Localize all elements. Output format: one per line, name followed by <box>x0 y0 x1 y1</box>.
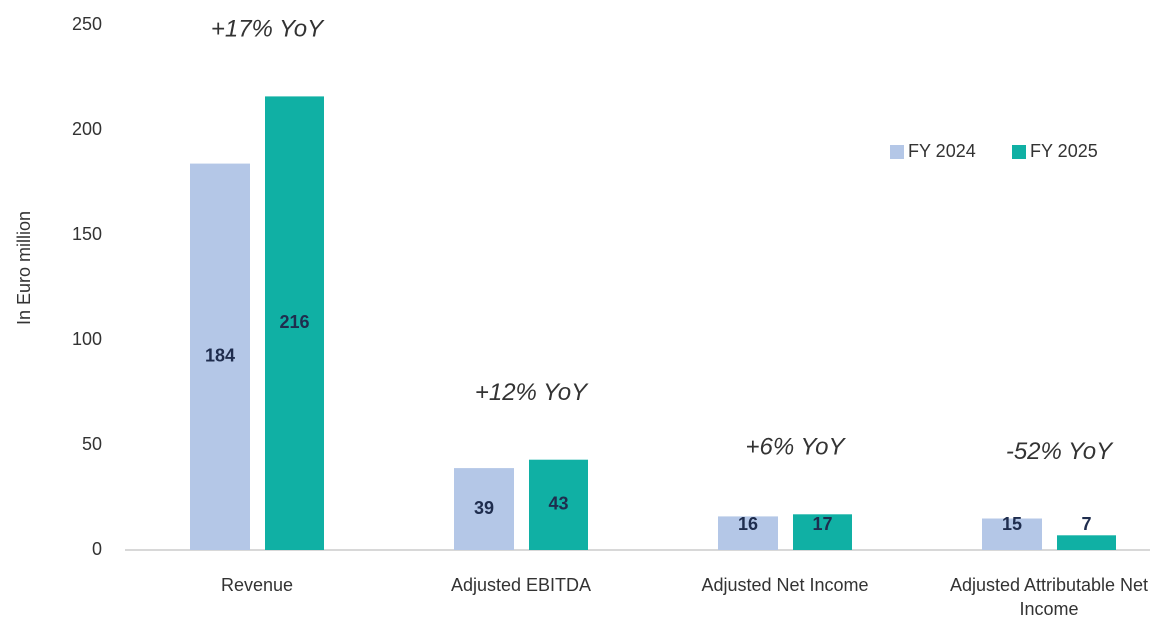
legend-label: FY 2025 <box>1030 141 1098 161</box>
bar <box>793 514 852 550</box>
data-label: 7 <box>1081 514 1091 534</box>
bar <box>1057 535 1116 550</box>
x-tick-label: Adjusted Net Income <box>701 575 869 595</box>
legend-label: FY 2024 <box>908 141 976 161</box>
x-tick-label: Adjusted Attributable Net Income <box>949 575 1149 619</box>
legend-swatch <box>890 145 904 159</box>
data-label: 216 <box>279 312 309 332</box>
bar <box>718 516 778 550</box>
bar <box>265 96 324 551</box>
y-tick-label: 100 <box>72 329 102 349</box>
data-label: 16 <box>738 514 758 534</box>
x-tick-label: Revenue <box>220 575 294 595</box>
bar <box>454 468 514 550</box>
annotation: +17% YoY <box>211 16 325 43</box>
data-label: 17 <box>812 514 832 534</box>
data-label: 39 <box>474 498 494 518</box>
y-axis-title: In Euro million <box>14 211 34 325</box>
annotation: +12% YoY <box>475 379 589 406</box>
annotation: +6% YoY <box>746 434 847 461</box>
y-tick-label: 150 <box>72 224 102 244</box>
bar <box>529 459 588 550</box>
y-tick-label: 200 <box>72 119 102 139</box>
y-tick-label: 250 <box>72 14 102 34</box>
bar <box>190 163 250 550</box>
legend-swatch <box>1012 145 1026 159</box>
x-tick-label: Adjusted EBITDA <box>450 575 592 595</box>
data-label: 184 <box>205 346 235 366</box>
y-tick-label: 50 <box>82 434 102 454</box>
data-label: 15 <box>1002 514 1022 534</box>
y-tick-label: 0 <box>92 539 102 559</box>
bar <box>982 518 1042 550</box>
annotation: -52% YoY <box>1006 438 1114 465</box>
data-label: 43 <box>548 494 568 514</box>
